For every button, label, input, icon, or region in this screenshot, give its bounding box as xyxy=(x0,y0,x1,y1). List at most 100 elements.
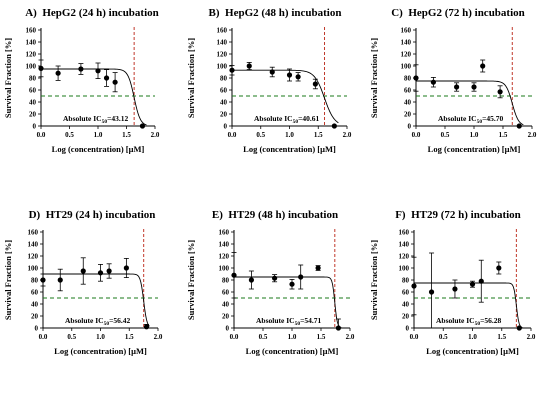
y-tick-label: 80 xyxy=(29,75,37,83)
chart-title: E) HT29 (48 h) incubation xyxy=(212,209,338,221)
ic50-prefix: Absolute IC xyxy=(256,316,295,325)
chart-title: B) HepG2 (48 h) incubation xyxy=(209,7,342,19)
y-tick-label: 80 xyxy=(402,277,410,285)
data-point xyxy=(246,63,252,69)
y-tick-label: 40 xyxy=(402,301,410,309)
x-tick-label: 0.0 xyxy=(412,131,421,139)
y-axis-label: Survival Fraction [%] xyxy=(186,240,196,320)
chart-panel-6: F) HT29 (72 h) incubation 0 20 40 60 80 100 120… xyxy=(369,209,536,356)
y-tick-label: 40 xyxy=(220,99,228,107)
data-point xyxy=(286,72,293,78)
data-point xyxy=(469,281,476,287)
y-tick-label: 60 xyxy=(222,289,230,297)
data-point xyxy=(248,277,254,283)
y-tick-label: 60 xyxy=(404,87,412,95)
y-tick-label: 40 xyxy=(404,99,412,107)
x-tick-label: 1.0 xyxy=(96,333,105,341)
ic50-annotation: Absolute IC50=56.42 xyxy=(65,316,130,327)
x-tick-label: 1.5 xyxy=(317,333,326,341)
y-tick-label: 0 xyxy=(224,123,228,131)
panel-label: C) xyxy=(391,7,403,19)
y-tick-label: 0 xyxy=(406,325,410,333)
fit-curve xyxy=(414,282,523,328)
title-text: HepG2 (72 h) incubation xyxy=(408,7,524,19)
y-tick-label: 100 xyxy=(26,63,37,71)
data-point xyxy=(497,89,503,95)
x-tick-label: 0.5 xyxy=(259,333,268,341)
y-tick-label: 60 xyxy=(220,87,228,95)
x-tick-label: 1.0 xyxy=(468,333,477,341)
chart-panel-3: C) HepG2 (72 h) incubation 0 20 40 60 80 100 12… xyxy=(369,7,537,154)
y-tick-label: 100 xyxy=(217,63,228,71)
title-text: HT29 (48 h) incubation xyxy=(228,209,338,221)
data-point xyxy=(57,277,63,283)
panel-label: D) xyxy=(29,209,41,221)
data-point xyxy=(38,65,44,71)
x-tick-label: 1.5 xyxy=(499,131,508,139)
y-tick-label: 120 xyxy=(219,253,230,261)
data-point xyxy=(411,283,417,289)
y-tick-label: 40 xyxy=(29,99,37,107)
x-tick-label: 1.5 xyxy=(497,333,506,341)
y-tick-label: 20 xyxy=(402,313,410,321)
data-point xyxy=(112,79,118,85)
ic50-subscript: 50 xyxy=(102,119,108,125)
y-tick-label: 120 xyxy=(401,51,412,59)
y-axis-label: Survival Fraction [%] xyxy=(369,38,379,118)
y-tick-label: 100 xyxy=(219,265,230,273)
x-tick-label: 2.0 xyxy=(528,131,537,139)
y-axis-label: Survival Fraction [%] xyxy=(186,38,196,118)
x-tick-label: 0.5 xyxy=(439,333,448,341)
fit-curve xyxy=(234,276,342,329)
x-tick-label: 0.0 xyxy=(410,333,419,341)
ic50-value: =54.71 xyxy=(300,316,321,325)
x-tick-label: 2.0 xyxy=(343,131,352,139)
x-tick-label: 0.0 xyxy=(230,333,239,341)
y-tick-label: 140 xyxy=(26,39,37,47)
y-tick-label: 160 xyxy=(401,27,412,35)
x-tick-label: 1.0 xyxy=(288,333,297,341)
y-tick-label: 20 xyxy=(31,313,39,321)
ic50-annotation: Absolute IC50=56.28 xyxy=(436,316,501,327)
y-tick-label: 140 xyxy=(28,241,39,249)
y-tick-label: 20 xyxy=(404,111,412,119)
y-tick-label: 20 xyxy=(29,111,37,119)
ic50-prefix: Absolute IC xyxy=(65,316,104,325)
x-tick-label: 1.5 xyxy=(125,333,134,341)
y-tick-label: 140 xyxy=(219,241,230,249)
y-tick-label: 100 xyxy=(399,265,410,273)
ic50-value: =45.70 xyxy=(482,114,503,123)
ic50-annotation: Absolute IC50=45.70 xyxy=(438,114,503,125)
data-point xyxy=(478,278,484,284)
ic50-annotation: Absolute IC50=54.71 xyxy=(256,316,321,327)
y-tick-label: 80 xyxy=(404,75,412,83)
y-tick-label: 100 xyxy=(401,63,412,71)
panel-label: F) xyxy=(395,209,406,221)
ic50-value: =56.42 xyxy=(109,316,130,325)
data-point xyxy=(143,324,150,330)
x-tick-label: 0.0 xyxy=(228,131,237,139)
y-tick-label: 160 xyxy=(217,27,228,35)
fit-curve xyxy=(232,69,339,124)
y-tick-label: 80 xyxy=(220,75,228,83)
chart-title: A) HepG2 (24 h) incubation xyxy=(25,7,159,19)
y-tick-label: 160 xyxy=(26,27,37,35)
x-axis-label: Log (concentration) [μM] xyxy=(428,144,521,154)
title-text: HepG2 (24 h) incubation xyxy=(42,7,158,19)
ic50-prefix: Absolute IC xyxy=(63,114,102,123)
data-point xyxy=(335,325,341,331)
data-point xyxy=(454,84,460,90)
data-point xyxy=(295,74,301,80)
fit-curve xyxy=(43,273,150,327)
data-point xyxy=(106,268,112,274)
data-point xyxy=(139,123,146,129)
y-tick-label: 160 xyxy=(399,229,410,237)
x-tick-label: 2.0 xyxy=(154,333,163,341)
data-point xyxy=(331,123,337,129)
y-tick-label: 80 xyxy=(222,277,230,285)
x-tick-label: 0.5 xyxy=(441,131,450,139)
ic50-value: =40.61 xyxy=(298,114,319,123)
data-point xyxy=(231,272,237,278)
data-point xyxy=(78,66,84,72)
